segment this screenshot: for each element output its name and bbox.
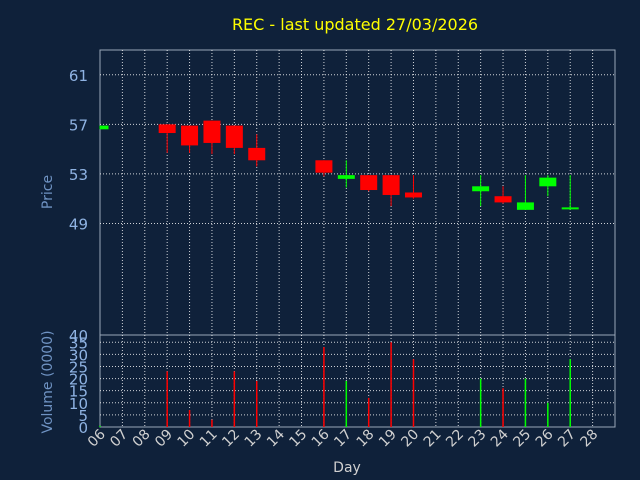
price-axis-label: Price	[40, 175, 56, 209]
x-tick-label: 08	[130, 427, 154, 451]
volume-tick-label: 5	[78, 407, 88, 425]
price-tick-label: 57	[69, 116, 88, 134]
x-tick-label: 15	[286, 427, 310, 451]
volume-bar	[188, 410, 191, 427]
price-tick-label: 49	[69, 215, 88, 233]
volume-bar	[255, 381, 258, 427]
x-tick-label: 07	[107, 427, 131, 451]
volume-bar	[547, 402, 549, 427]
x-tick-label: 10	[174, 427, 198, 451]
volume-tick-label: 10	[69, 395, 88, 413]
price-panel: 40 49 53 57 61	[69, 49, 616, 345]
volume-bar	[323, 347, 325, 427]
x-tick-label: 16	[309, 426, 333, 450]
volume-tick-label: 15	[69, 383, 88, 401]
x-tick-label: 06	[85, 426, 109, 450]
x-tick-label: 21	[421, 427, 445, 451]
volume-bar	[166, 371, 168, 427]
x-tick-label: 25	[510, 427, 534, 451]
candle-body	[494, 196, 512, 203]
x-tick-label: 20	[398, 427, 422, 451]
volume-bar	[502, 388, 504, 427]
candle-body	[181, 125, 199, 146]
volume-bar	[479, 378, 482, 427]
x-tick-label: 17	[331, 427, 355, 451]
volume-tick-label: 30	[69, 346, 88, 364]
candle-body	[203, 120, 221, 143]
volume-tick-label: 25	[69, 358, 88, 376]
candle-body	[315, 160, 333, 173]
x-tick-label: 23	[466, 427, 490, 451]
volume-bar	[569, 359, 571, 427]
volume-tick-label: 20	[69, 371, 88, 389]
volume-bar	[390, 342, 392, 427]
x-tick-label: 26	[533, 426, 557, 450]
x-tick-label: 18	[354, 427, 378, 451]
price-tick-label: 61	[69, 67, 88, 85]
volume-bar	[233, 371, 236, 427]
x-axis-label: Day	[333, 460, 361, 476]
volume-tick-label: 35	[69, 334, 88, 352]
x-tick-label: 13	[242, 427, 266, 451]
volume-bar	[211, 419, 213, 427]
volume-bar	[99, 425, 101, 427]
candle-body	[360, 175, 378, 191]
x-tick-label: 27	[555, 427, 579, 451]
volume-axis-label: Volume (0000)	[40, 330, 56, 433]
volume-bar	[367, 397, 370, 427]
x-tick-label: 28	[578, 427, 602, 451]
x-tick-label: 12	[219, 427, 243, 451]
price-tick-label: 40	[69, 327, 88, 345]
chart-title: REC - last updated 27/03/2026	[232, 15, 478, 34]
candle-body	[158, 124, 176, 134]
candle-body	[472, 186, 490, 192]
x-tick-label: 22	[443, 427, 467, 451]
volume-bar	[412, 359, 415, 427]
x-tick-label: 24	[488, 426, 512, 450]
volume-tick-label: 0	[78, 419, 88, 437]
x-tick-label: 09	[152, 427, 176, 451]
candle-body	[382, 175, 400, 195]
candle-body	[516, 202, 534, 210]
volume-bar	[524, 378, 527, 427]
candle-body	[337, 175, 355, 179]
candle-body	[225, 125, 243, 148]
candle-body	[100, 125, 109, 130]
x-tick-label: 11	[197, 427, 221, 451]
volume-frame	[99, 334, 616, 428]
x-tick-label: 14	[264, 426, 288, 450]
x-tick-label: 19	[376, 427, 400, 451]
candle-body	[404, 192, 422, 198]
candle-body	[248, 147, 266, 161]
price-tick-label: 53	[69, 166, 88, 184]
candle-body	[561, 207, 579, 210]
candle-body	[539, 177, 557, 187]
volume-bar	[345, 381, 348, 427]
price-frame	[99, 49, 616, 336]
volume-panel: 0510152025303506070809101112131415161718…	[69, 334, 616, 451]
